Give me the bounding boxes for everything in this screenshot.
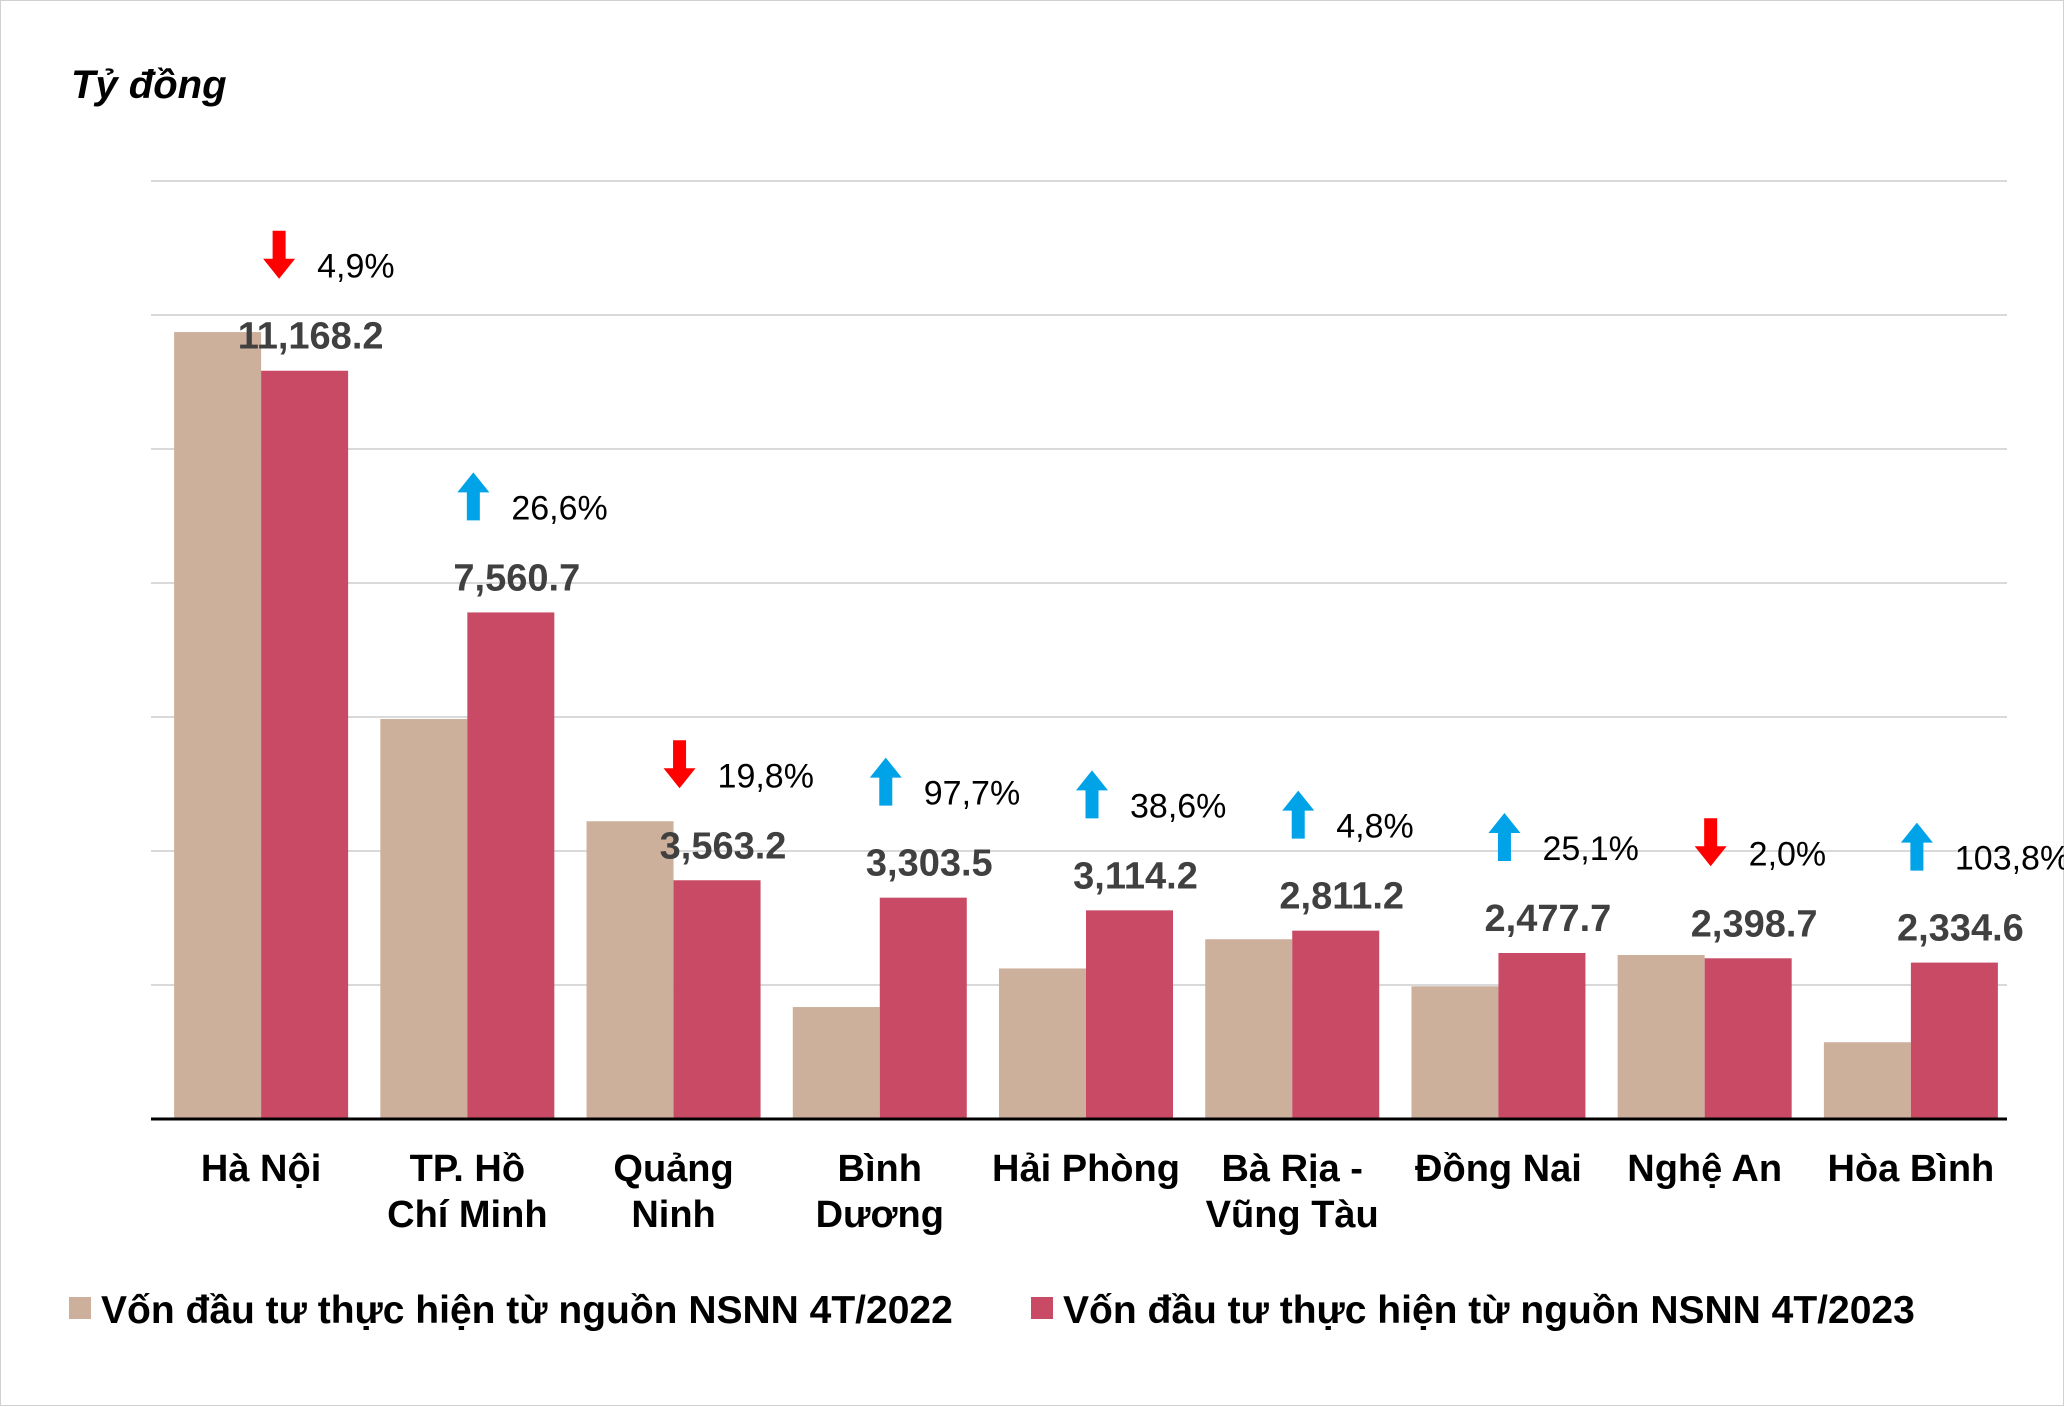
category-label: Vũng Tàu <box>1206 1194 1379 1236</box>
legend-swatch <box>69 1297 91 1319</box>
change-percent: 19,8% <box>718 757 814 795</box>
bar-2022 <box>174 332 262 1120</box>
value-label: 2,811.2 <box>1279 876 1404 918</box>
category-label: TP. Hồ <box>410 1148 525 1190</box>
bar-2022 <box>380 719 468 1119</box>
value-label: 3,303.5 <box>866 843 993 885</box>
bar-2023 <box>673 880 761 1119</box>
category-label: Nghệ An <box>1627 1148 1782 1190</box>
bar-2022 <box>1411 986 1499 1119</box>
bar-2023 <box>1292 930 1380 1119</box>
bar-2023 <box>261 370 349 1119</box>
bar-2023 <box>879 897 967 1119</box>
value-label: 3,114.2 <box>1073 855 1198 897</box>
category-label: Hà Nội <box>201 1148 321 1190</box>
legend-label: Vốn đầu tư thực hiện từ nguồn NSNN 4T/20… <box>1063 1289 1915 1332</box>
value-label: 2,477.7 <box>1485 898 1612 940</box>
category-label: Đồng Nai <box>1415 1148 1582 1190</box>
value-label: 7,560.7 <box>453 557 580 599</box>
bar-2023 <box>467 612 555 1119</box>
arrow-up-icon <box>1282 790 1315 839</box>
change-percent: 103,8% <box>1955 840 2064 878</box>
bar-2023 <box>1704 958 1792 1119</box>
value-label: 2,334.6 <box>1897 908 2024 950</box>
change-percent: 2,0% <box>1749 835 1827 873</box>
category-label: Hải Phòng <box>992 1148 1180 1190</box>
legend: Vốn đầu tư thực hiện từ nguồn NSNN 4T/20… <box>69 1289 1915 1332</box>
category-label: Hòa Bình <box>1827 1148 1994 1190</box>
arrow-down-icon <box>263 230 296 279</box>
value-labels: 11,168.2 7,560.7 3,563.2 3,303.5 3,114.2 2,81… <box>238 316 2024 950</box>
unit-label: Tỷ đồng <box>71 63 227 107</box>
change-percent: 38,6% <box>1130 787 1226 825</box>
bar-2022 <box>586 821 674 1119</box>
bar-2022 <box>999 968 1086 1119</box>
bar-2023 <box>1086 910 1173 1119</box>
arrow-up-icon <box>1900 822 1933 871</box>
category-label: Ninh <box>631 1194 715 1236</box>
category-label: Chí Minh <box>387 1194 547 1236</box>
change-percent: 4,9% <box>317 248 395 286</box>
bar-2022 <box>792 1007 880 1119</box>
bar-2022 <box>1617 954 1705 1119</box>
category-label: Bà Rịa - <box>1221 1148 1362 1190</box>
bar-2022 <box>1823 1042 1911 1119</box>
change-percent: 26,6% <box>511 489 607 527</box>
change-percent: 97,7% <box>924 775 1020 813</box>
change-indicators: 4,9% 26,6% 19,8% 97,7% 38,6% 4,8% 25,1% 2,0% 103… <box>263 230 2064 878</box>
bars <box>174 332 1998 1120</box>
arrow-down-icon <box>663 740 696 789</box>
arrow-up-icon <box>457 472 490 521</box>
change-percent: 25,1% <box>1542 830 1638 868</box>
legend-swatch <box>1031 1297 1053 1319</box>
arrow-up-icon <box>869 757 902 806</box>
bar-2023 <box>1498 952 1586 1119</box>
value-label: 3,563.2 <box>660 825 787 867</box>
arrow-down-icon <box>1694 818 1727 867</box>
category-label: Bình <box>838 1148 922 1190</box>
category-label: Dương <box>816 1194 944 1236</box>
bar-2022 <box>1205 939 1293 1119</box>
arrow-up-icon <box>1076 770 1108 819</box>
bar-2023 <box>1910 962 1998 1119</box>
category-label: Quảng <box>613 1148 733 1190</box>
change-percent: 4,8% <box>1336 808 1414 846</box>
value-label: 11,168.2 <box>238 316 384 358</box>
legend-label: Vốn đầu tư thực hiện từ nguồn NSNN 4T/20… <box>101 1289 953 1332</box>
value-label: 2,398.7 <box>1691 903 1818 945</box>
arrow-up-icon <box>1488 812 1521 861</box>
